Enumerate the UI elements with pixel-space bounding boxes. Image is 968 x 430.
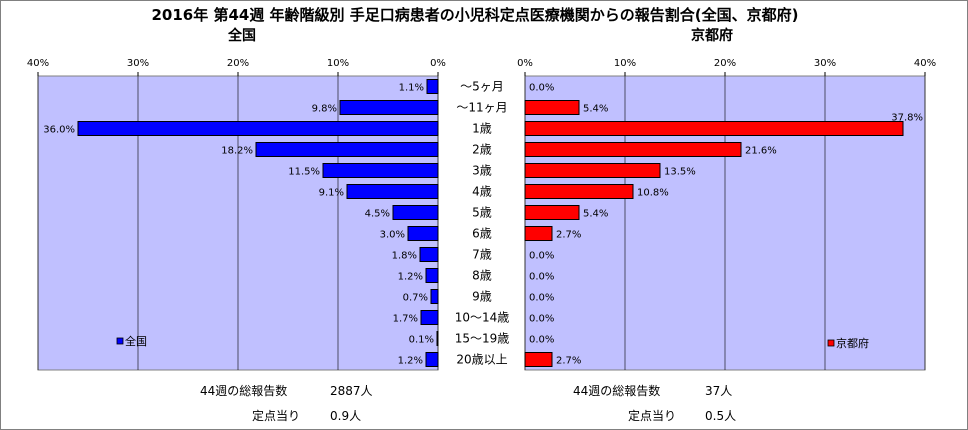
right-plot: 0% 10% 20% 30% 40% 0.0% 5.4% 37.8% 21.6% 13.5% 10.… [517, 58, 936, 371]
left-legend-swatch [116, 337, 124, 345]
national-bar [420, 310, 439, 325]
national-summary: 44週の総報告数 2887人 定点当り 0.9人 [200, 383, 373, 423]
kyoto-total-label: 44週の総報告数 [573, 383, 660, 398]
kyoto-bar [524, 142, 742, 157]
national-data-label: 1.2% [398, 356, 423, 367]
national-bar [436, 331, 439, 346]
left-panel-title: 全国 [227, 27, 256, 44]
national-tick-label: 30% [127, 58, 149, 69]
right-panel-title: 京都府 [691, 27, 733, 44]
national-data-label: 36.0% [43, 125, 75, 136]
right-legend: 京都府 [827, 336, 869, 350]
category-label: ～11ヶ月 [456, 101, 507, 115]
national-bar [430, 289, 439, 304]
national-bar [255, 142, 439, 157]
left-legend-label: 全国 [125, 334, 147, 348]
kyoto-tick-label: 30% [814, 58, 836, 69]
kyoto-bar [524, 184, 634, 199]
national-total-value: 2887人 [330, 384, 373, 398]
left-plot: 0% 10% 20% 30% 40% 1.1% 9.8% 36.0% 18.2% 11.5% 9.1… [27, 58, 446, 371]
category-labels: ～5ヶ月 ～11ヶ月 1歳 2歳 3歳 4歳 5歳 6歳 7歳 8歳 9歳 10～14歳 15～19歳 2… [455, 80, 510, 367]
kyoto-bar [524, 352, 553, 367]
national-per-site-label: 定点当り [252, 408, 300, 423]
national-data-label: 18.2% [221, 146, 253, 157]
kyoto-tick-label: 0% [517, 58, 533, 69]
kyoto-bar [524, 205, 580, 220]
national-bar [77, 121, 439, 136]
national-bar [322, 163, 439, 178]
national-total-label: 44週の総報告数 [200, 383, 287, 398]
national-bar [425, 268, 439, 283]
left-legend: 全国 [116, 334, 147, 348]
national-data-label: 0.7% [403, 293, 428, 304]
kyoto-data-label: 2.7% [556, 356, 581, 367]
national-tick-label: 40% [27, 58, 49, 69]
category-label: 2歳 [472, 143, 492, 157]
national-per-site-value: 0.9人 [330, 409, 361, 423]
kyoto-data-label: 0.0% [529, 272, 554, 283]
national-tick-label: 0% [430, 58, 446, 69]
kyoto-per-site-label: 定点当り [628, 408, 676, 423]
kyoto-data-label: 13.5% [664, 167, 696, 178]
national-bar [419, 247, 439, 262]
kyoto-tick-label: 10% [614, 58, 636, 69]
kyoto-data-label: 37.8% [891, 113, 923, 124]
category-label: 20歳以上 [456, 353, 507, 367]
kyoto-data-label: 21.6% [745, 146, 777, 157]
right-legend-label: 京都府 [836, 336, 869, 350]
national-data-label: 4.5% [365, 209, 390, 220]
national-bar [392, 205, 439, 220]
kyoto-total-value: 37人 [705, 384, 732, 398]
category-label: 7歳 [472, 248, 492, 262]
national-data-label: 1.8% [392, 251, 417, 262]
category-label: 6歳 [472, 227, 492, 241]
kyoto-bar [524, 121, 904, 136]
kyoto-data-label: 0.0% [529, 251, 554, 262]
national-data-label: 1.2% [398, 272, 423, 283]
category-label: 15～19歳 [455, 332, 510, 346]
category-label: 4歳 [472, 185, 492, 199]
chart-title: 2016年 第44週 年齢階級別 手足口病患者の小児科定点医療機関からの報告割合… [151, 6, 798, 24]
national-bar [346, 184, 439, 199]
national-data-label: 9.1% [319, 188, 344, 199]
national-bar [425, 352, 439, 367]
kyoto-summary: 44週の総報告数 37人 定点当り 0.5人 [573, 383, 736, 423]
kyoto-data-label: 5.4% [583, 104, 608, 115]
national-data-label: 9.8% [312, 104, 337, 115]
kyoto-data-label: 0.0% [529, 83, 554, 94]
national-data-label: 1.1% [399, 83, 424, 94]
kyoto-tick-label: 40% [914, 58, 936, 69]
kyoto-per-site-value: 0.5人 [705, 409, 736, 423]
kyoto-data-label: 5.4% [583, 209, 608, 220]
category-label: 5歳 [472, 206, 492, 220]
kyoto-tick-label: 20% [714, 58, 736, 69]
kyoto-bar [524, 100, 580, 115]
national-data-label: 3.0% [380, 230, 405, 241]
kyoto-data-label: 0.0% [529, 293, 554, 304]
national-data-label: 1.7% [393, 314, 418, 325]
national-tick-label: 20% [227, 58, 249, 69]
national-bar [426, 79, 439, 94]
national-bar [407, 226, 439, 241]
kyoto-data-label: 10.8% [637, 188, 669, 199]
category-label: 9歳 [472, 290, 492, 304]
category-label: 1歳 [472, 122, 492, 136]
right-legend-swatch [827, 339, 835, 347]
national-tick-label: 10% [327, 58, 349, 69]
kyoto-data-label: 2.7% [556, 230, 581, 241]
category-label: 3歳 [472, 164, 492, 178]
national-bar [339, 100, 439, 115]
kyoto-bar [524, 226, 553, 241]
category-label: 8歳 [472, 269, 492, 283]
national-data-label: 0.1% [409, 335, 434, 346]
national-data-label: 11.5% [288, 167, 320, 178]
category-label: ～5ヶ月 [460, 80, 504, 94]
kyoto-data-label: 0.0% [529, 335, 554, 346]
kyoto-data-label: 0.0% [529, 314, 554, 325]
category-label: 10～14歳 [455, 311, 510, 325]
kyoto-bar [524, 163, 661, 178]
